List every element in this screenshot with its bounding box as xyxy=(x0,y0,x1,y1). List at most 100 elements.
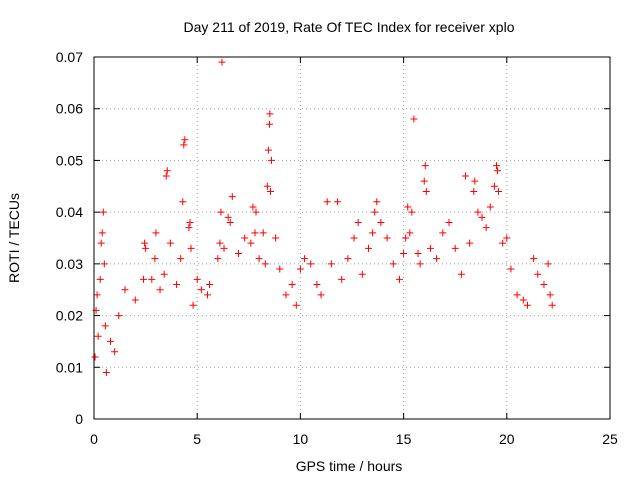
data-point xyxy=(445,218,453,226)
data-point xyxy=(474,208,482,216)
data-point xyxy=(272,234,280,242)
x-tick-label: 15 xyxy=(396,431,412,447)
data-point xyxy=(499,239,507,247)
data-point xyxy=(189,301,197,309)
data-point xyxy=(142,244,150,252)
data-point xyxy=(249,203,257,211)
data-point xyxy=(369,229,377,237)
data-point xyxy=(216,239,224,247)
y-tick-label: 0.06 xyxy=(56,101,83,117)
data-point xyxy=(530,255,538,263)
data-point xyxy=(420,177,428,185)
x-tick-label: 25 xyxy=(602,431,618,447)
data-point xyxy=(220,244,228,252)
data-point xyxy=(247,239,255,247)
data-point xyxy=(544,260,552,268)
y-tick-label: 0.01 xyxy=(56,359,83,375)
data-point xyxy=(421,162,429,170)
data-point xyxy=(93,291,101,299)
data-point xyxy=(228,193,236,201)
data-points xyxy=(91,58,556,376)
data-point xyxy=(354,218,362,226)
data-point xyxy=(226,218,234,226)
data-point xyxy=(121,286,129,294)
data-point xyxy=(115,312,123,320)
data-point xyxy=(98,229,106,237)
data-point xyxy=(426,244,434,252)
data-point xyxy=(292,301,300,309)
data-point xyxy=(94,332,102,340)
y-tick-label: 0.03 xyxy=(56,256,83,272)
data-point xyxy=(546,291,554,299)
data-point xyxy=(100,260,108,268)
y-tick-label: 0.05 xyxy=(56,152,83,168)
data-point xyxy=(224,213,232,221)
data-point xyxy=(214,255,222,263)
data-point xyxy=(180,141,188,149)
data-point xyxy=(410,115,418,123)
data-point xyxy=(338,275,346,283)
data-point xyxy=(470,187,478,195)
data-point xyxy=(486,203,494,211)
axis-ticks: 0 0.01 0.02 0.03 0.04 0.05 0.06 0.07 0 5 10 15 20 25 xyxy=(56,49,618,447)
data-point xyxy=(197,286,205,294)
data-point xyxy=(282,291,290,299)
data-point xyxy=(457,270,465,278)
y-tick-label: 0.07 xyxy=(56,49,83,65)
data-point xyxy=(101,322,109,330)
data-point xyxy=(373,198,381,206)
data-point xyxy=(259,229,267,237)
data-point xyxy=(218,58,226,66)
data-point xyxy=(513,291,521,299)
data-point xyxy=(241,234,249,242)
data-point xyxy=(416,260,424,268)
data-point xyxy=(495,187,503,195)
y-axis-label: ROTI / TECUs xyxy=(6,193,22,283)
data-point xyxy=(111,348,119,356)
data-point xyxy=(187,244,195,252)
data-point xyxy=(402,234,410,242)
data-point xyxy=(206,281,214,289)
data-point xyxy=(414,250,422,258)
data-point xyxy=(383,234,391,242)
data-point xyxy=(99,208,107,216)
data-point xyxy=(365,244,373,252)
data-point xyxy=(266,187,274,195)
data-point xyxy=(344,255,352,263)
data-point xyxy=(96,275,104,283)
data-point xyxy=(91,353,99,361)
data-point xyxy=(186,218,194,226)
data-point xyxy=(358,270,366,278)
data-point xyxy=(492,162,500,170)
data-point xyxy=(255,255,263,263)
data-point xyxy=(307,260,315,268)
data-point xyxy=(251,229,259,237)
data-point xyxy=(217,208,225,216)
data-point xyxy=(185,224,193,232)
x-axis-label: GPS time / hours xyxy=(296,458,403,474)
data-point xyxy=(107,337,115,345)
data-point xyxy=(400,250,408,258)
data-point xyxy=(193,275,201,283)
data-point xyxy=(466,239,474,247)
data-point xyxy=(523,301,531,309)
x-tick-label: 20 xyxy=(499,431,515,447)
data-point xyxy=(268,156,276,164)
data-point xyxy=(327,260,335,268)
data-point xyxy=(503,234,511,242)
data-point xyxy=(296,265,304,273)
data-point xyxy=(433,255,441,263)
data-point xyxy=(288,281,296,289)
data-point xyxy=(462,172,470,180)
data-point xyxy=(140,275,148,283)
data-point xyxy=(276,265,284,273)
y-tick-label: 0.02 xyxy=(56,308,83,324)
data-point xyxy=(152,229,160,237)
y-tick-label: 0.04 xyxy=(56,204,83,220)
data-point xyxy=(323,198,331,206)
data-point xyxy=(334,198,342,206)
data-point xyxy=(148,275,156,283)
data-point xyxy=(404,203,412,211)
data-point xyxy=(166,239,174,247)
